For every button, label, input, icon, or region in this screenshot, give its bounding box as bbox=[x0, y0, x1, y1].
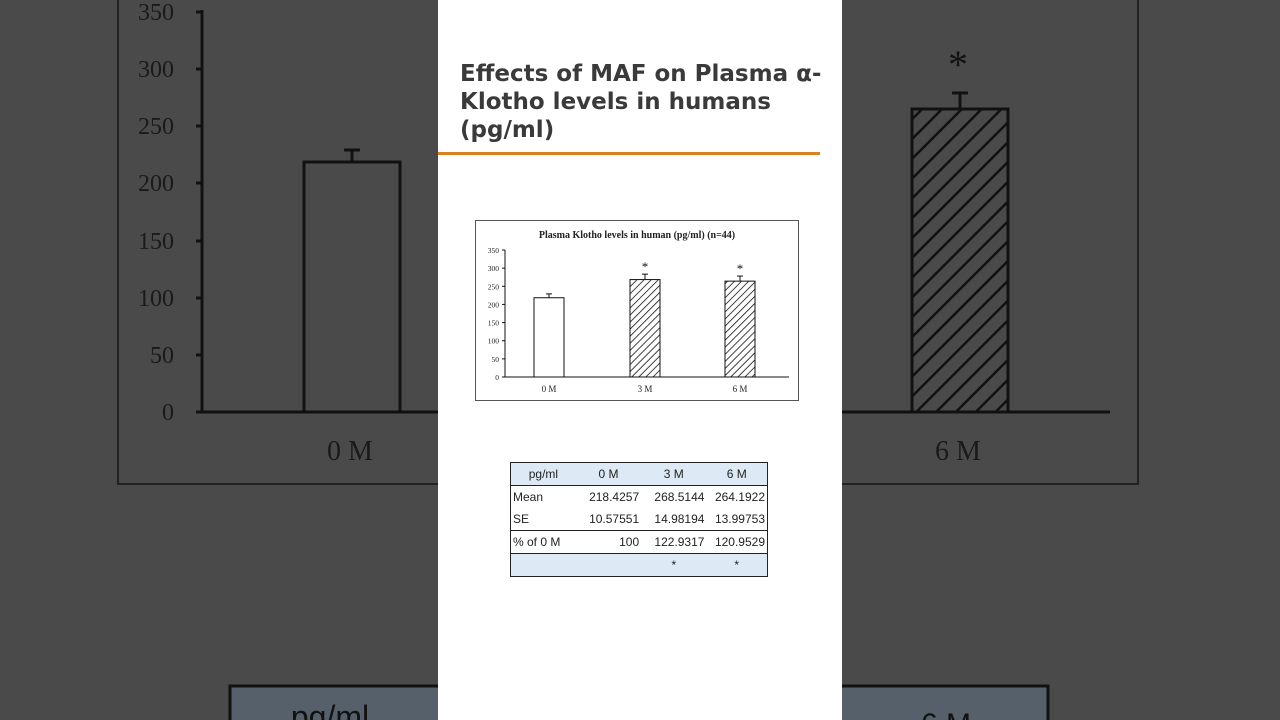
bg-ytick-300: 300 bbox=[138, 57, 174, 83]
y-tick-label: 150 bbox=[488, 319, 500, 328]
bar-6m bbox=[724, 280, 756, 378]
table-cell bbox=[576, 554, 641, 577]
table-row-percent: % of 0 M 100 122.9317 120.9529 bbox=[511, 531, 768, 554]
significance-star: * bbox=[642, 259, 649, 274]
x-tick-label: 0 M bbox=[542, 384, 557, 394]
bg-ytick-150: 150 bbox=[138, 229, 174, 255]
table-cell: 14.98194 bbox=[654, 512, 705, 526]
chart-title: Plasma Klotho levels in human (pg/ml) (n… bbox=[539, 230, 735, 241]
y-tick-label: 0 bbox=[495, 373, 499, 382]
table-row-label: Mean bbox=[513, 490, 544, 504]
bg-table-header-pgml: pg/ml bbox=[291, 699, 369, 720]
table-cell: 264.1922 bbox=[714, 490, 765, 504]
bg-ytick-100: 100 bbox=[138, 286, 174, 312]
slide-panel: Effects of MAF on Plasma α-Klotho levels… bbox=[438, 0, 842, 720]
y-tick-label: 200 bbox=[488, 300, 500, 309]
bg-table-header-6m: 6 M bbox=[921, 708, 971, 720]
table-cell: 120.9529 bbox=[714, 535, 765, 549]
table-row-label: % of 0 M bbox=[513, 535, 561, 549]
bg-ytick-0: 0 bbox=[162, 400, 174, 426]
table-header-6m: 6 M bbox=[726, 467, 747, 481]
table-row-mean: Mean 218.4257 268.5144 264.1922 bbox=[511, 486, 768, 509]
y-tick-label: 100 bbox=[488, 337, 500, 346]
y-tick-label: 50 bbox=[492, 355, 500, 364]
table-cell: 218.4257 bbox=[589, 490, 640, 504]
table-header-3m: 3 M bbox=[663, 467, 684, 481]
bg-xtick-0m: 0 M bbox=[327, 436, 373, 467]
table-cell: 122.9317 bbox=[654, 535, 705, 549]
table-cell: 100 bbox=[619, 535, 640, 549]
table-cell: 268.5144 bbox=[654, 490, 705, 504]
bar-chart: Plasma Klotho levels in human (pg/ml) (n… bbox=[475, 220, 799, 401]
bar-0m bbox=[533, 297, 565, 378]
bg-significance-star: * bbox=[948, 42, 968, 87]
x-tick-label: 3 M bbox=[638, 384, 653, 394]
table-cell: * bbox=[734, 558, 740, 572]
bg-bar-6m bbox=[910, 107, 1010, 414]
bar-chart-svg: Plasma Klotho levels in human (pg/ml) (n… bbox=[488, 230, 789, 394]
table-row-significance: * * bbox=[510, 553, 768, 577]
bar-3m bbox=[629, 279, 661, 378]
table-row-label bbox=[511, 554, 576, 577]
table-header-row: pg/ml 0 M 3 M 6 M bbox=[510, 462, 768, 486]
bg-ytick-250: 250 bbox=[138, 114, 174, 140]
title-underline bbox=[438, 152, 820, 155]
table-cell: * bbox=[671, 558, 677, 572]
significance-star: * bbox=[737, 261, 744, 276]
stats-table: pg/ml 0 M 3 M 6 M Mean 218.4257 268.5144… bbox=[510, 462, 768, 577]
bg-ytick-50: 50 bbox=[150, 343, 174, 369]
table-cell: 13.99753 bbox=[714, 512, 765, 526]
table-header-unit: pg/ml bbox=[528, 467, 559, 481]
table-row-label: SE bbox=[513, 512, 530, 526]
bg-xtick-6m: 6 M bbox=[935, 436, 981, 467]
table-cell: 10.57551 bbox=[589, 512, 640, 526]
slide-title: Effects of MAF on Plasma α-Klotho levels… bbox=[460, 61, 822, 143]
x-tick-label: 6 M bbox=[733, 384, 748, 394]
table-header-0m: 0 M bbox=[598, 467, 619, 481]
y-tick-label: 350 bbox=[488, 246, 500, 255]
bg-ytick-350: 350 bbox=[138, 0, 174, 26]
bg-ytick-200: 200 bbox=[138, 171, 174, 197]
y-tick-label: 300 bbox=[488, 264, 500, 273]
table-row-se: SE 10.57551 14.98194 13.99753 bbox=[510, 508, 768, 531]
y-tick-label: 250 bbox=[488, 282, 500, 291]
